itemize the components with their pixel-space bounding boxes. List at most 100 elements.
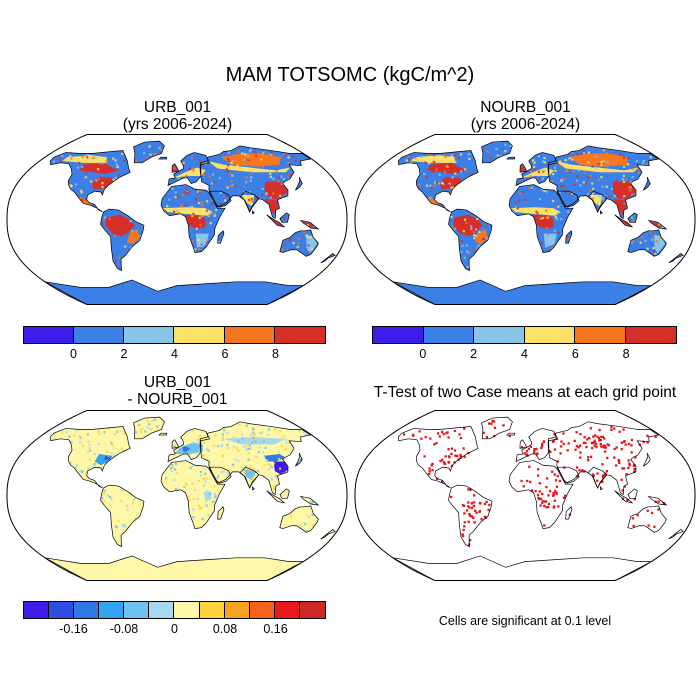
grid-cell	[268, 428, 271, 431]
grid-cell	[81, 155, 84, 158]
grid-cell	[87, 467, 90, 470]
grid-cell	[296, 245, 299, 249]
coastline-borneo	[627, 212, 638, 223]
grid-cell	[431, 170, 434, 174]
significant-cell	[431, 469, 434, 472]
grid-cell	[541, 241, 544, 244]
grid-cell	[146, 426, 149, 430]
grid-cell	[306, 224, 309, 227]
significant-cell	[617, 459, 620, 463]
grid-cell	[199, 470, 203, 474]
colorbar-diff-tick-label: -0.16	[59, 622, 88, 636]
significant-cell	[552, 439, 555, 442]
grid-cell	[544, 209, 548, 212]
significant-cell	[472, 504, 475, 508]
coastline-australia	[627, 505, 667, 533]
grid-cell	[514, 201, 518, 204]
significant-cell	[642, 440, 645, 444]
grid-cell	[284, 448, 287, 451]
significant-cell	[527, 447, 531, 451]
grid-cell	[600, 160, 603, 164]
significant-cell	[646, 441, 649, 444]
grid-cell	[176, 195, 179, 198]
grid-cell	[541, 177, 544, 180]
grid-cell	[303, 523, 307, 526]
significant-cell	[541, 501, 544, 504]
land-madagascar	[217, 230, 224, 244]
grid-cell	[247, 198, 251, 202]
grid-cell	[110, 498, 113, 501]
grid-cell	[528, 186, 531, 189]
grid-cell	[248, 191, 252, 194]
significant-cell	[604, 446, 607, 449]
grid-cell	[270, 151, 273, 154]
grid-cell	[180, 161, 184, 164]
grid-cell	[74, 467, 77, 470]
significant-cell	[549, 450, 552, 454]
grid-cell	[543, 169, 546, 172]
coastline-arabia	[556, 190, 580, 208]
grid-cell	[201, 161, 205, 164]
grid-cell	[414, 157, 417, 160]
grid-cell	[200, 506, 203, 509]
grid-cell	[85, 471, 88, 475]
grid-cell	[130, 230, 134, 233]
grid-cell	[530, 170, 533, 173]
grid-cell	[101, 185, 104, 189]
significant-cell	[545, 506, 548, 509]
grid-cell	[620, 194, 624, 197]
grid-cell	[630, 216, 634, 219]
grid-cell	[572, 170, 575, 173]
grid-cell	[226, 432, 229, 435]
colorbar-urb-box	[74, 327, 125, 343]
grid-cell	[138, 423, 141, 426]
grid-cell	[305, 529, 309, 533]
grid-cell	[606, 165, 609, 168]
grid-cell	[202, 477, 205, 480]
grid-cell	[541, 216, 545, 220]
significant-cell	[541, 499, 544, 503]
coastline-madagascar	[217, 230, 225, 244]
grid-cell	[591, 197, 594, 200]
significant-cell	[444, 455, 447, 458]
land-madagascar	[565, 506, 572, 520]
coastline-iceland	[158, 156, 168, 160]
grid-cell	[282, 435, 286, 438]
grid-cell	[450, 154, 453, 157]
grid-cell	[310, 501, 313, 505]
grid-cell	[103, 216, 107, 219]
grid-cell	[220, 444, 224, 448]
grid-cell	[573, 183, 576, 187]
grid-cell	[191, 482, 194, 485]
grid-cell	[234, 458, 237, 461]
grid-cell	[579, 184, 582, 187]
grid-cell	[642, 159, 645, 162]
grid-cell	[621, 178, 624, 181]
grid-cell	[249, 466, 252, 469]
significant-cell	[596, 435, 599, 438]
colorbar-urb-tick-label: 0	[70, 347, 77, 361]
grid-cell	[194, 248, 197, 251]
region-africa-blue-dots	[203, 491, 211, 502]
grid-cell	[619, 153, 622, 156]
grid-cell	[86, 433, 90, 436]
coastline-new-zealand	[668, 529, 684, 540]
significant-cell	[583, 436, 586, 439]
grid-cell	[272, 199, 275, 203]
grid-cell	[135, 160, 138, 163]
land-borneo	[627, 488, 638, 499]
significant-cell	[627, 466, 630, 470]
significant-cell	[598, 428, 601, 432]
significant-cell	[622, 428, 625, 431]
grid-cell	[187, 192, 191, 195]
grid-cell	[454, 172, 457, 175]
grid-cell	[272, 192, 275, 195]
significant-cell	[555, 492, 558, 495]
significant-cell	[445, 432, 448, 435]
grid-cell	[245, 448, 248, 451]
grid-cell	[223, 429, 226, 432]
grid-cell	[623, 202, 626, 205]
grid-cell	[175, 471, 178, 475]
significant-cell	[520, 479, 523, 483]
grid-cell	[101, 496, 104, 500]
